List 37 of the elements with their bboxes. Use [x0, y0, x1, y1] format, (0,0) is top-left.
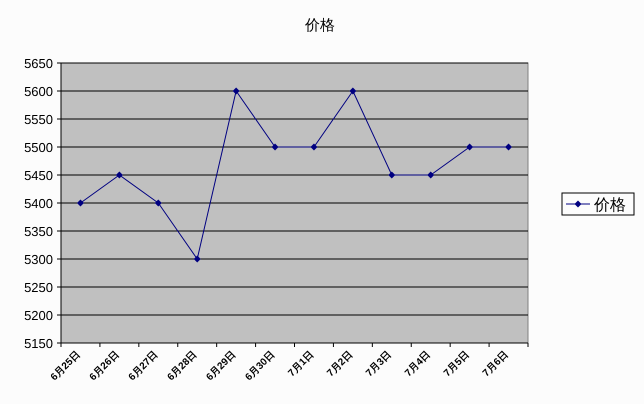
y-tick-label: 5600 [24, 84, 53, 99]
point [349, 88, 356, 94]
point [116, 172, 123, 178]
point [272, 144, 279, 150]
point [76, 200, 84, 206]
y-tick-label: 5300 [24, 252, 53, 267]
x-tick-label: 6月29日 [204, 349, 238, 384]
chart-title: 价格 [304, 17, 335, 34]
y-tick-label: 5500 [24, 140, 53, 155]
point [154, 200, 162, 206]
y-tick-label: 5350 [24, 224, 53, 239]
x-tick-label: 6月26日 [88, 349, 122, 384]
x-tick-label: 7月4日 [403, 349, 433, 380]
y-tick-label: 5550 [24, 112, 53, 127]
y-tick-label: 5150 [24, 336, 53, 351]
point [388, 172, 396, 178]
point [310, 144, 318, 150]
legend-label: 价格 [593, 197, 626, 214]
y-tick-label: 5450 [24, 168, 53, 183]
point [427, 172, 434, 178]
point [194, 256, 201, 262]
x-tick-label: 6月25日 [48, 349, 83, 384]
x-tick-label: 7月1日 [286, 349, 316, 380]
y-tick-label: 5400 [24, 196, 53, 211]
x-tick-label: 7月5日 [442, 349, 472, 380]
point [232, 88, 240, 94]
x-tick-label: 7月3日 [364, 349, 394, 380]
x-tick-label: 6月30日 [243, 349, 278, 384]
x-tick-label: 7月2日 [325, 349, 355, 380]
x-tick-label: 7月6日 [480, 349, 511, 380]
point [466, 144, 474, 150]
point [505, 144, 512, 150]
x-tick-label: 6月28日 [166, 349, 200, 384]
x-tick-label: 6月27日 [126, 349, 160, 384]
y-tick-label: 5650 [24, 56, 53, 71]
y-tick-label: 5200 [24, 308, 53, 323]
y-tick-label: 5250 [24, 280, 53, 295]
